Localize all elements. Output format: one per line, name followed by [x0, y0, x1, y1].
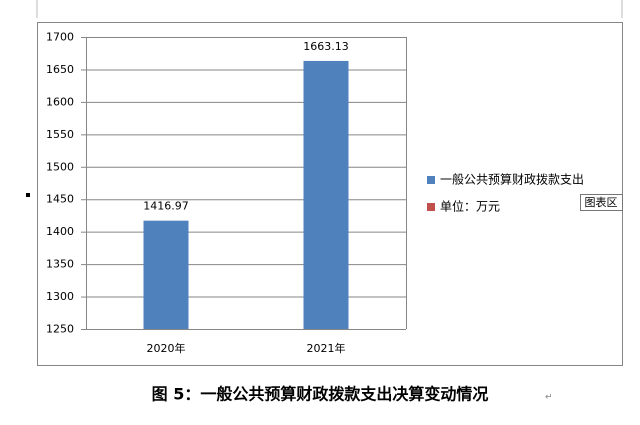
- y-tick-label: 1600: [46, 95, 74, 108]
- paragraph-mark: ↵: [545, 393, 553, 403]
- y-tick-label: 1500: [46, 160, 74, 173]
- y-tick-label: 1300: [46, 290, 74, 303]
- data-label: 1663.13: [303, 40, 349, 53]
- bar: [143, 220, 189, 329]
- y-tick-label: 1450: [46, 193, 74, 206]
- legend-swatch: [427, 203, 435, 211]
- y-tick-label: 1400: [46, 225, 74, 238]
- legend-swatch: [427, 176, 435, 184]
- bar: [303, 60, 349, 330]
- y-tick-label: 1350: [46, 258, 74, 271]
- y-tick-label: 1650: [46, 63, 74, 76]
- y-tick-label: 1250: [46, 323, 74, 336]
- tooltip-text: 图表区: [585, 195, 618, 209]
- legend-label: 一般公共预算财政拨款支出: [440, 172, 584, 187]
- caption: 图 5：一般公共预算财政拨款支出决算变动情况: [152, 385, 489, 404]
- x-tick-label: 2021年: [307, 341, 346, 355]
- x-tick-label: 2020年: [147, 341, 186, 355]
- tooltip: [580, 194, 623, 211]
- anchor-mark: [26, 193, 30, 197]
- y-tick-label: 1550: [46, 128, 74, 141]
- y-tick-label: 1700: [46, 31, 74, 44]
- legend-label: 单位：万元: [440, 199, 500, 214]
- data-label: 1416.97: [143, 200, 189, 213]
